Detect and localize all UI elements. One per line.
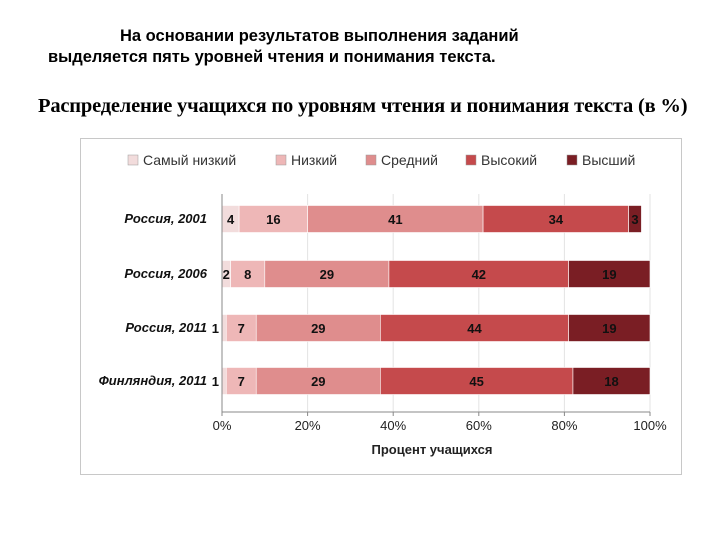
value-label: 8 [244,267,251,282]
value-label: 45 [469,374,483,389]
x-tick-label-100: 100% [633,418,667,433]
bar-segment [230,260,266,288]
value-label: 19 [602,267,616,282]
x-tick-label-20: 20% [295,418,321,433]
x-tick-label-40: 40% [380,418,406,433]
legend-label-3: Средний [381,152,438,168]
bar-segment [221,367,227,395]
value-label: 16 [266,212,280,227]
bar-segment [225,314,257,342]
legend-label-1: Самый низкий [143,152,236,168]
value-label: 44 [467,321,482,336]
legend-swatch-1 [127,154,139,166]
bar-segment [572,367,651,395]
value-label: 2 [223,267,230,282]
value-label: 4 [227,212,235,227]
value-label: 29 [320,267,334,282]
value-label: 41 [388,212,402,227]
chart-title: Распределение учащихся по уровням чтения… [38,95,688,117]
legend-label-2: Низкий [291,152,337,168]
category-label-4: Финляндия, 2011 [99,373,207,388]
intro-line-1: На основании результатов выполнения зада… [120,27,519,45]
value-label: 19 [602,321,616,336]
value-label: 1 [212,321,219,336]
x-axis-title: Процент учащихся [372,442,493,457]
bar-segment [568,314,651,342]
value-label: 18 [604,374,618,389]
stacked-bar-chart: Самый низкий Низкий Средний Высокий Высший Ро… [99,152,667,457]
value-label: 29 [311,321,325,336]
legend-swatch-3 [365,154,377,166]
legend-swatch-5 [566,154,578,166]
category-label-1: Россия, 2001 [124,211,207,226]
chart-frame: Самый низкий Низкий Средний Высокий Высший Ро… [80,138,682,475]
category-label-2: Россия, 2006 [124,266,207,281]
value-label: 7 [238,374,245,389]
intro-line-2: выделяется пять уровней чтения и пониман… [48,48,496,66]
bar-segment [307,205,484,233]
bar-segment [568,260,651,288]
value-label: 29 [311,374,325,389]
x-tick-label-80: 80% [551,418,577,433]
legend-swatch-4 [465,154,477,166]
bar-segment [380,314,569,342]
bar-segment [238,205,308,233]
legend-label-4: Высокий [481,152,537,168]
x-tick-label-0: 0% [213,418,232,433]
legend-label-5: Высший [582,152,635,168]
intro-text: На основании результатов выполнения зада… [48,26,688,68]
value-label: 3 [631,212,638,227]
bar-segment [221,314,227,342]
value-label: 7 [238,321,245,336]
value-label: 34 [549,212,564,227]
bar-segment [628,205,642,233]
category-label-3: Россия, 2011 [125,320,207,335]
bar-segment [225,367,257,395]
x-tick-label-60: 60% [466,418,492,433]
bar-segment [255,314,381,342]
legend-swatch-2 [275,154,287,166]
value-label: 1 [212,374,219,389]
value-label: 42 [472,267,486,282]
